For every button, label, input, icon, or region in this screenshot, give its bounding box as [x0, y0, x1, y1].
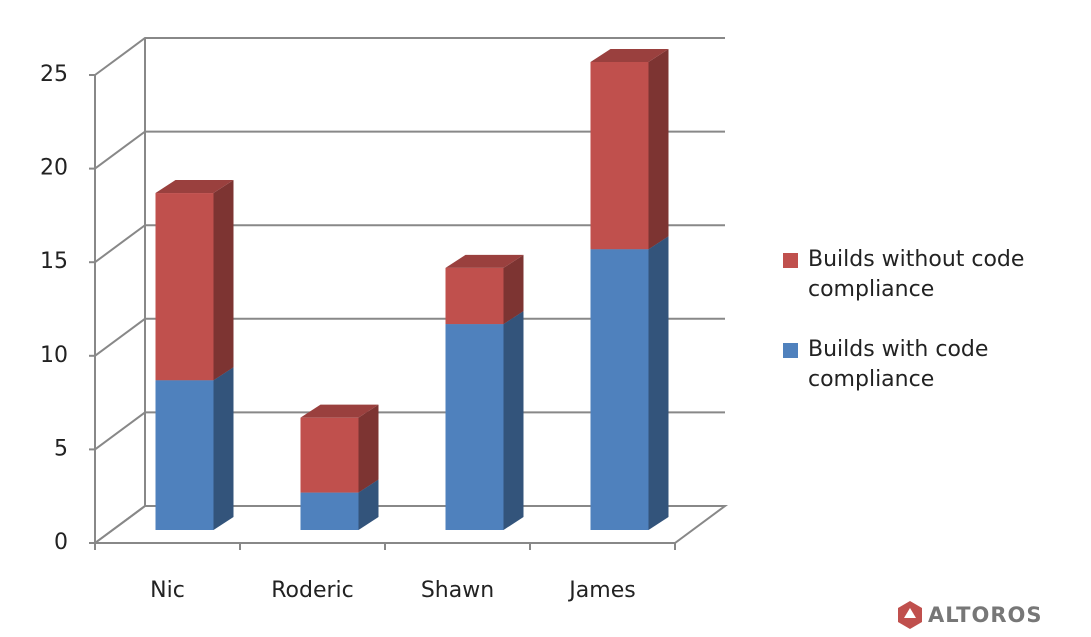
bar-front: [445, 267, 504, 325]
bar-top: [155, 180, 234, 194]
bar-side: [213, 367, 234, 530]
bar-segment: [590, 236, 669, 530]
x-tick-label: Shawn: [421, 578, 494, 603]
x-tick-label: Nic: [150, 578, 185, 603]
bar-segment: [445, 311, 524, 530]
y-tick-label: 15: [40, 249, 68, 274]
bars: [155, 49, 669, 530]
bar-front: [590, 62, 649, 250]
bar-front: [300, 492, 359, 530]
x-tick-label: James: [567, 578, 635, 603]
bar-side: [358, 404, 379, 493]
bar-side: [648, 236, 669, 530]
bar-side: [648, 49, 669, 250]
bar-front: [590, 249, 649, 530]
bar-segment: [300, 404, 379, 493]
bar-side: [213, 180, 234, 381]
grid-line: [94, 411, 725, 451]
y-tick-label: 25: [40, 62, 68, 87]
y-tick-label: 20: [40, 156, 68, 181]
bar-segment: [155, 367, 234, 530]
legend-label: Builds with code compliance: [808, 337, 989, 392]
bar-side: [503, 311, 524, 530]
bar-side: [358, 479, 379, 530]
bar-top: [445, 254, 524, 268]
chart-walls: 0 5 10 15 20 25 Nic Roderic Shawn James: [40, 37, 729, 603]
bar-front: [445, 324, 504, 530]
bar-top: [300, 404, 379, 418]
grid-line: [94, 130, 725, 170]
y-tick-label: 10: [40, 343, 68, 368]
bar-segment: [155, 180, 234, 381]
grid-line: [94, 37, 725, 76]
grid-line: [94, 317, 725, 357]
legend-label: Builds without code compliance: [808, 247, 1025, 302]
bar-front: [155, 380, 214, 530]
bar-front: [300, 417, 359, 493]
y-tick-label: 0: [54, 530, 68, 555]
logo-icon-inner: [904, 608, 916, 618]
grid-line: [94, 505, 725, 544]
legend-swatch: [783, 343, 798, 358]
y-tick-label: 5: [54, 436, 68, 461]
x-tick-label: Roderic: [271, 578, 354, 603]
logo-text: ALTOROS: [928, 603, 1042, 627]
legend-swatch: [783, 253, 798, 268]
bar-segment: [445, 254, 524, 325]
grid-line: [94, 224, 725, 264]
bar-front: [155, 193, 214, 381]
bar-side: [503, 254, 524, 325]
logo: ALTOROS: [898, 601, 1042, 629]
bar-segment: [590, 49, 669, 250]
bar-top: [590, 49, 669, 62]
